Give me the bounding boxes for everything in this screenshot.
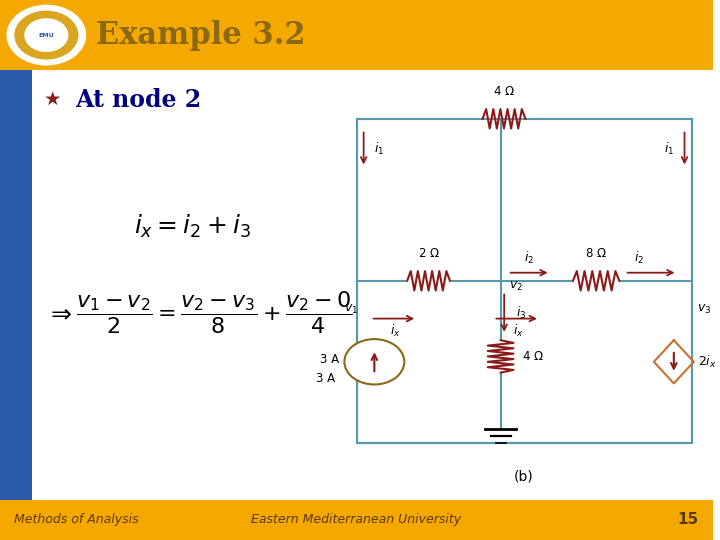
Text: 3 A: 3 A	[320, 353, 338, 366]
Text: $i_3$: $i_3$	[516, 305, 526, 321]
Circle shape	[15, 11, 78, 59]
Text: ★: ★	[44, 90, 62, 110]
Text: $i_x$: $i_x$	[390, 323, 401, 339]
Circle shape	[7, 5, 86, 65]
FancyBboxPatch shape	[0, 500, 713, 540]
Text: EMU: EMU	[38, 32, 54, 38]
Text: At node 2: At node 2	[75, 88, 201, 112]
Text: $i_1$: $i_1$	[374, 140, 384, 157]
FancyBboxPatch shape	[0, 0, 713, 70]
Text: 8 $\Omega$: 8 $\Omega$	[585, 247, 607, 260]
FancyBboxPatch shape	[0, 70, 32, 500]
Text: $i_x = i_2 + i_3$: $i_x = i_2 + i_3$	[134, 213, 251, 240]
Text: $v_2$: $v_2$	[509, 280, 523, 293]
Text: $v_3$: $v_3$	[698, 302, 711, 315]
Text: $i_1$: $i_1$	[664, 140, 674, 157]
Text: 3 A: 3 A	[316, 372, 335, 384]
Text: 2 $\Omega$: 2 $\Omega$	[418, 247, 439, 260]
Text: $v_1$: $v_1$	[343, 302, 358, 315]
Text: $\Rightarrow$: $\Rightarrow$	[46, 301, 73, 325]
Text: Example 3.2: Example 3.2	[96, 19, 306, 51]
Circle shape	[344, 339, 405, 384]
Text: $\dfrac{v_1 - v_2}{2} = \dfrac{v_2 - v_3}{8} + \dfrac{v_2 - 0}{4}$: $\dfrac{v_1 - v_2}{2} = \dfrac{v_2 - v_3…	[76, 290, 352, 336]
Text: Eastern Mediterranean University: Eastern Mediterranean University	[251, 513, 462, 526]
Circle shape	[25, 19, 68, 51]
Text: Methods of Analysis: Methods of Analysis	[14, 513, 139, 526]
Text: $i_x$: $i_x$	[513, 323, 524, 339]
Text: $2i_x$: $2i_x$	[698, 354, 716, 370]
Text: 4 $\Omega$: 4 $\Omega$	[522, 350, 544, 363]
Text: (b): (b)	[514, 470, 534, 484]
Text: 4 $\Omega$: 4 $\Omega$	[493, 85, 515, 98]
Text: $i_2$: $i_2$	[634, 250, 644, 266]
Text: $i_2$: $i_2$	[524, 250, 534, 266]
Text: 15: 15	[678, 512, 699, 527]
